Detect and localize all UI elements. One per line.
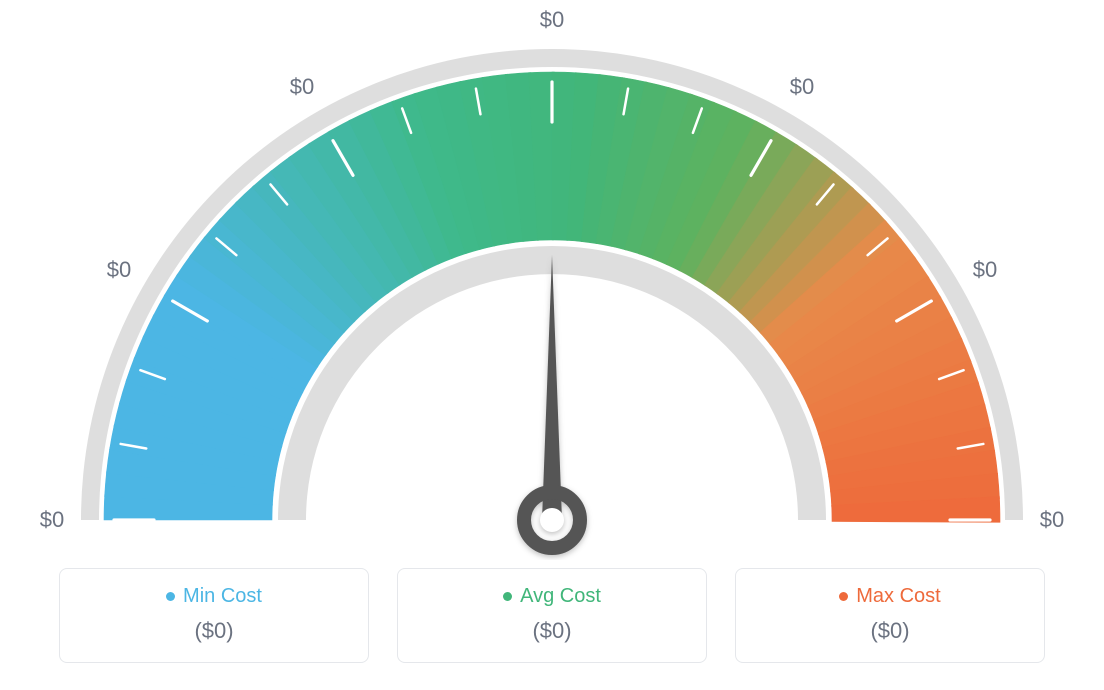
- gauge-container: $0 $0 $0 $0 $0 $0 $0: [0, 0, 1104, 560]
- legend-card-avg: Avg Cost ($0): [397, 568, 707, 663]
- legend-value-avg: ($0): [398, 618, 706, 644]
- gauge-tick-label: $0: [1040, 507, 1064, 533]
- legend-title-avg: Avg Cost: [503, 585, 601, 608]
- legend-label-avg: Avg Cost: [520, 585, 601, 608]
- gauge-tick-label: $0: [290, 74, 314, 100]
- legend-row: Min Cost ($0) Avg Cost ($0) Max Cost ($0…: [0, 568, 1104, 663]
- gauge-tick-label: $0: [107, 257, 131, 283]
- legend-value-min: ($0): [60, 618, 368, 644]
- legend-dot-min: [166, 592, 175, 601]
- legend-card-max: Max Cost ($0): [735, 568, 1045, 663]
- legend-dot-max: [839, 592, 848, 601]
- gauge-tick-label: $0: [540, 7, 564, 33]
- legend-label-min: Min Cost: [183, 585, 262, 608]
- legend-label-max: Max Cost: [856, 585, 940, 608]
- legend-value-max: ($0): [736, 618, 1044, 644]
- gauge-tick-label: $0: [973, 257, 997, 283]
- gauge-tick-label: $0: [40, 507, 64, 533]
- gauge-chart: [22, 0, 1082, 560]
- legend-title-max: Max Cost: [839, 585, 940, 608]
- legend-card-min: Min Cost ($0): [59, 568, 369, 663]
- gauge-tick-label: $0: [790, 74, 814, 100]
- legend-dot-avg: [503, 592, 512, 601]
- legend-title-min: Min Cost: [166, 585, 262, 608]
